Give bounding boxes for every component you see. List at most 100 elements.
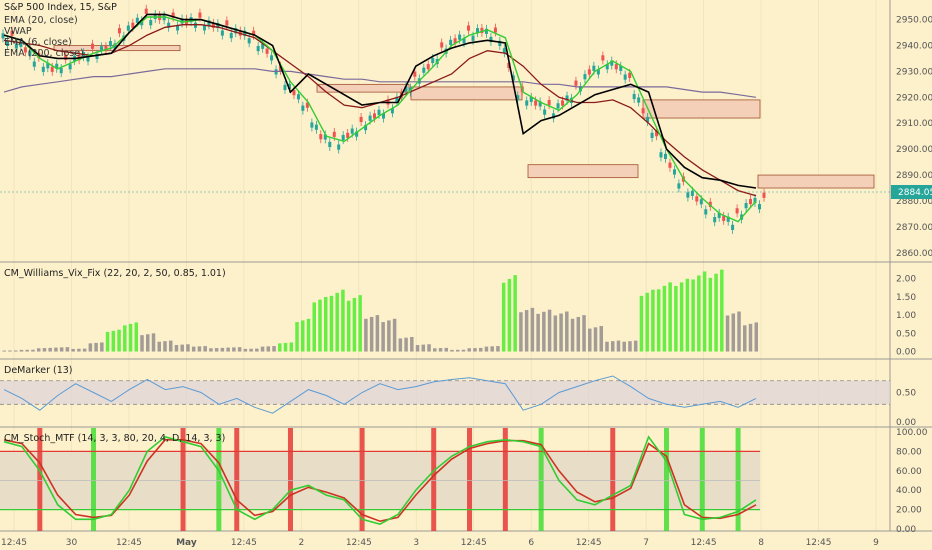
- candle-body: [596, 69, 600, 75]
- candle-body: [314, 124, 318, 130]
- vix-bar: [467, 348, 471, 352]
- stoch-tick-label: 40.00: [896, 486, 922, 496]
- vix-bar: [404, 337, 408, 352]
- candle-body: [511, 75, 515, 81]
- candle-body: [32, 61, 36, 67]
- vix-bar: [48, 347, 52, 352]
- vix-tick-label: 0.00: [896, 348, 916, 358]
- candle-body: [86, 56, 90, 62]
- demarker-axis: 0.50 0.00: [896, 389, 916, 429]
- vix-bar: [278, 343, 282, 352]
- candle-body: [480, 27, 484, 34]
- candle-body: [502, 48, 506, 54]
- candle-body: [108, 41, 112, 47]
- vix-bar: [283, 342, 288, 352]
- candle-body: [216, 22, 220, 29]
- candle-body: [41, 66, 45, 72]
- vix-bar: [36, 348, 41, 352]
- supply-demand-zone: [757, 174, 875, 189]
- vix-bar: [306, 318, 311, 352]
- candle-body: [552, 113, 556, 119]
- vix-bar: [444, 347, 449, 352]
- stoch-green-signal: [735, 428, 741, 531]
- candle-body: [296, 94, 300, 100]
- candle-body: [677, 183, 681, 189]
- demarker-tick-label: 0.00: [896, 418, 916, 428]
- vix-bar: [375, 315, 380, 352]
- stoch-tick-label: 100.00: [896, 428, 928, 438]
- candle-body: [713, 217, 717, 223]
- vix-bar: [639, 295, 644, 352]
- vix-bar: [565, 311, 569, 352]
- time-axis[interactable]: 12:45 30 12:45 May 12:45 2 12:45 3 12:45 6 12:45 7 1…: [1, 538, 879, 548]
- vix-tick-label: 1.50: [896, 293, 916, 303]
- vix-tick-label: 1.00: [896, 311, 916, 321]
- candle-body: [440, 42, 444, 48]
- time-tick-label: May: [176, 538, 197, 548]
- vix-bar: [168, 340, 173, 352]
- vix-bar: [71, 348, 75, 352]
- vix-bar: [352, 297, 357, 352]
- candle-body: [211, 22, 215, 28]
- candle-body: [731, 224, 735, 231]
- candle-body: [668, 162, 672, 168]
- price-tick-label: 2900.00: [896, 145, 932, 155]
- vix-bar: [490, 346, 494, 352]
- time-tick-label: 9: [873, 538, 879, 548]
- vix-bar: [209, 348, 213, 352]
- vix-bar: [748, 323, 753, 352]
- candle-body: [355, 131, 359, 137]
- candle-body: [484, 28, 488, 34]
- stoch-tick-label: 60.00: [896, 467, 922, 477]
- vix-bar: [197, 346, 202, 352]
- candle-body: [91, 43, 95, 49]
- candle-body: [390, 108, 394, 114]
- candle-body: [68, 64, 72, 70]
- price-panel[interactable]: S&P 500 Index, 15, S&P EMA (20, close) V…: [0, 2, 890, 234]
- stoch-tick-label: 20.00: [896, 506, 922, 516]
- vix-bar: [203, 346, 207, 352]
- vix-bar: [536, 313, 540, 352]
- vix-fix-panel[interactable]: CM_Williams_Vix_Fix (22, 20, 2, 50, 0.85…: [2, 268, 759, 352]
- price-tick-label: 2860.00: [896, 249, 932, 259]
- price-tick-label: 2950.00: [896, 16, 932, 26]
- demarker-panel[interactable]: DeMarker (13): [0, 365, 890, 414]
- candle-body: [126, 25, 130, 31]
- vix-bar: [77, 348, 81, 352]
- vix-tick-label: 0.50: [896, 329, 916, 339]
- candle-body: [749, 198, 752, 205]
- vix-bar: [610, 341, 615, 352]
- supply-demand-zone: [527, 164, 639, 179]
- vix-bar: [301, 320, 305, 352]
- vix-bar: [708, 277, 713, 352]
- candle-body: [319, 134, 323, 140]
- vix-bar: [743, 325, 747, 352]
- candle-body: [176, 25, 180, 31]
- candle-body: [337, 144, 341, 150]
- vix-bar: [679, 282, 684, 352]
- vix-bar: [358, 295, 362, 352]
- candle-body: [323, 134, 327, 140]
- candle-body: [305, 102, 309, 108]
- candle-body: [704, 209, 708, 215]
- candle-body: [650, 132, 654, 138]
- vix-bar: [725, 315, 730, 352]
- candle-body: [605, 64, 609, 70]
- price-axis[interactable]: 2950.00 2940.00 2930.00 2920.00 2910.00 2900.…: [896, 16, 932, 259]
- stoch-tick-label: 80.00: [896, 447, 922, 457]
- stoch-k-line: [3, 435, 757, 525]
- vix-bar: [329, 295, 334, 352]
- stoch-red-signal: [37, 428, 43, 531]
- stoch-panel[interactable]: CM_Stoch_MTF (14, 3, 3, 80, 20, 4, D, 14…: [0, 428, 760, 531]
- time-tick-label: 12:45: [691, 538, 717, 548]
- candle-body: [646, 116, 650, 123]
- stoch-red-signal: [502, 428, 508, 531]
- candle-body: [140, 20, 144, 26]
- stoch-panel-title: CM_Stoch_MTF (14, 3, 3, 80, 20, 4, D, 14…: [4, 433, 225, 444]
- vix-bar: [323, 296, 328, 352]
- vix-bar: [622, 341, 626, 352]
- supply-demand-zone: [410, 86, 523, 101]
- time-tick-label: 12:45: [116, 538, 142, 548]
- candle-body: [690, 190, 694, 196]
